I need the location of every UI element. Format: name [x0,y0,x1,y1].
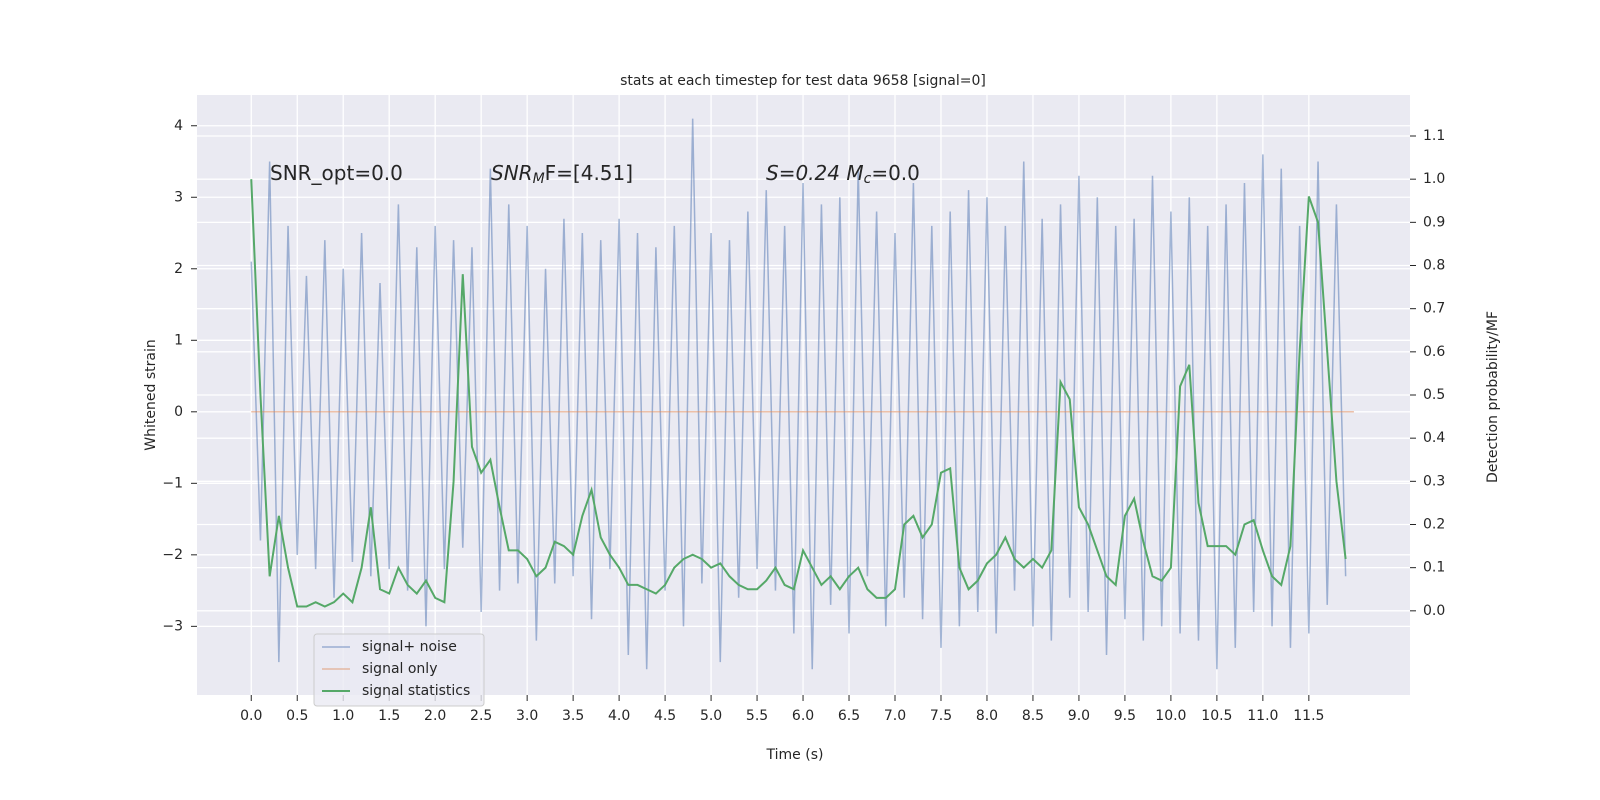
y2-tick-label: 0.7 [1423,301,1445,317]
x-tick-label: 11.0 [1247,708,1278,724]
x-tick-label: 6.0 [792,708,814,724]
series-line [250,118,1347,670]
y2-tick-label: 1.1 [1423,128,1445,144]
x-tick-label: 3.5 [562,708,584,724]
y2-tick-label: 0.9 [1423,214,1445,230]
annotation-part: M [533,171,545,187]
x-tick-label: 5.0 [700,708,722,724]
y-tick-label: 0 [174,404,183,420]
y-tick-label: 1 [174,332,183,348]
legend-label: signal statistics [362,683,470,699]
annotation-part: S=0.24 M [766,161,864,185]
x-tick-label: 9.5 [1114,708,1136,724]
legend-label: signal only [362,661,437,677]
y2-tick-label: 0.6 [1423,344,1445,360]
y2-tick-label: 0.1 [1423,560,1445,576]
annotation-part: =0.0 [871,161,920,185]
x-tick-label: 11.5 [1293,708,1324,724]
y2-tick-label: 0.4 [1423,430,1445,446]
series-line [250,179,1347,608]
legend-label: signal+ noise [362,639,457,655]
y-tick-label: −3 [162,618,183,634]
x-tick-label: 0.5 [286,708,308,724]
annotation-part: c [864,171,872,187]
x-tick-label: 1.5 [378,708,400,724]
y2-tick-label: 1.0 [1423,171,1445,187]
y-tick-label: 4 [174,118,183,134]
x-tick-label: 8.0 [976,708,998,724]
x-tick-label: 2.5 [470,708,492,724]
y2-tick-label: 0.5 [1423,387,1445,403]
x-tick-label: 5.5 [746,708,768,724]
x-tick-label: 1.0 [332,708,354,724]
y-tick-label: 2 [174,261,183,277]
x-tick-label: 4.0 [608,708,630,724]
x-tick-label: 6.5 [838,708,860,724]
annotation: SNRMF=[4.51] [491,161,633,188]
x-tick-label: 0.0 [240,708,262,724]
y-tick-label: −2 [162,547,183,563]
x-tick-label: 2.0 [424,708,446,724]
y-tick-label: 3 [174,189,183,205]
x-tick-label: 4.5 [654,708,676,724]
x-tick-label: 10.5 [1201,708,1232,724]
x-axis-label: Time (s) [766,747,824,763]
x-tick-label: 10.0 [1155,708,1186,724]
annotation-part: F=[4.51] [545,161,633,185]
annotation: SNR_opt=0.0 [270,161,403,185]
y2-tick-label: 0.0 [1423,603,1445,619]
x-tick-label: 9.0 [1068,708,1090,724]
y2-tick-label: 0.3 [1423,473,1445,489]
x-tick-label: 7.0 [884,708,906,724]
y-axis-label: Whitened strain [143,339,159,450]
x-tick-label: 8.5 [1022,708,1044,724]
annotation: S=0.24 Mc=0.0 [766,161,920,188]
x-tick-label: 7.5 [930,708,952,724]
annotation-part: SNR_opt=0.0 [270,161,403,185]
y2-tick-label: 0.2 [1423,516,1445,532]
legend-box [313,633,485,707]
y2-axis-label: Detection probability/MF [1485,311,1501,483]
x-tick-label: 3.0 [516,708,538,724]
y2-tick-label: 0.8 [1423,258,1445,274]
annotation-part: SNR [491,161,533,185]
y-tick-label: −1 [162,475,183,491]
chart-title: stats at each timestep for test data 965… [620,73,986,89]
